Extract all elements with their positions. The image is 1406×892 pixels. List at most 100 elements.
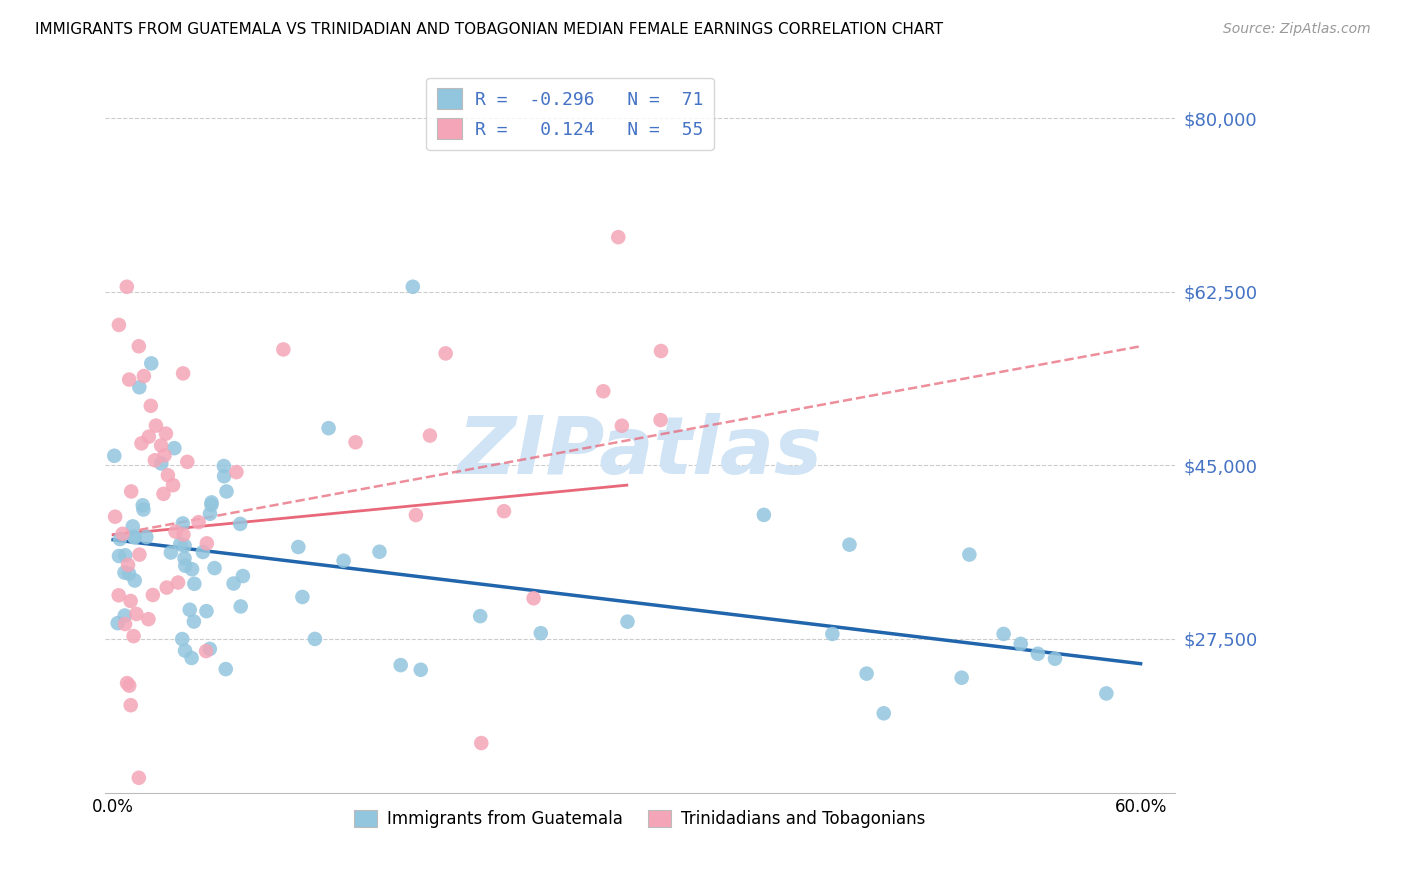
- Point: [108, 318, 131, 332]
- Point: [204, 561, 226, 575]
- Point: [215, 662, 238, 676]
- Point: [304, 632, 326, 646]
- Point: [344, 435, 367, 450]
- Point: [187, 515, 209, 529]
- Text: Source: ZipAtlas.com: Source: ZipAtlas.com: [1223, 22, 1371, 37]
- Point: [111, 526, 134, 541]
- Point: [160, 545, 183, 559]
- Text: IMMIGRANTS FROM GUATEMALA VS TRINIDADIAN AND TOBAGONIAN MEDIAN FEMALE EARNINGS C: IMMIGRANTS FROM GUATEMALA VS TRINIDADIAN…: [35, 22, 943, 37]
- Legend: Immigrants from Guatemala, Trinidadians and Tobagonians: Immigrants from Guatemala, Trinidadians …: [347, 804, 932, 835]
- Point: [122, 629, 145, 643]
- Point: [139, 399, 162, 413]
- Point: [195, 604, 218, 618]
- Point: [229, 516, 252, 531]
- Point: [1095, 686, 1118, 700]
- Point: [114, 566, 136, 580]
- Point: [993, 627, 1015, 641]
- Point: [530, 626, 553, 640]
- Point: [179, 603, 201, 617]
- Point: [156, 468, 179, 483]
- Point: [855, 666, 877, 681]
- Point: [332, 554, 354, 568]
- Point: [132, 498, 155, 512]
- Point: [120, 698, 142, 713]
- Point: [950, 671, 973, 685]
- Point: [419, 428, 441, 442]
- Point: [405, 508, 427, 522]
- Point: [124, 574, 146, 588]
- Point: [191, 545, 214, 559]
- Point: [145, 418, 167, 433]
- Point: [957, 548, 980, 562]
- Point: [821, 627, 844, 641]
- Point: [318, 421, 340, 435]
- Point: [183, 576, 205, 591]
- Point: [118, 373, 141, 387]
- Point: [225, 465, 247, 479]
- Point: [172, 367, 194, 381]
- Point: [212, 469, 235, 483]
- Point: [132, 369, 155, 384]
- Point: [172, 527, 194, 541]
- Point: [492, 504, 515, 518]
- Point: [155, 426, 177, 441]
- Point: [402, 279, 425, 293]
- Point: [873, 706, 896, 721]
- Point: [141, 356, 163, 370]
- Point: [138, 430, 160, 444]
- Point: [128, 380, 150, 394]
- Point: [176, 455, 198, 469]
- Point: [135, 530, 157, 544]
- Point: [368, 545, 391, 559]
- Point: [107, 588, 129, 602]
- Point: [470, 736, 492, 750]
- Point: [610, 418, 633, 433]
- Point: [1026, 647, 1049, 661]
- Point: [409, 663, 432, 677]
- Point: [169, 537, 191, 551]
- Point: [152, 487, 174, 501]
- Point: [115, 279, 138, 293]
- Point: [108, 532, 131, 546]
- Point: [752, 508, 775, 522]
- Point: [107, 616, 129, 631]
- Point: [104, 509, 127, 524]
- Point: [131, 436, 153, 450]
- Point: [124, 530, 146, 544]
- Point: [128, 548, 150, 562]
- Point: [212, 458, 235, 473]
- Point: [195, 644, 218, 658]
- Point: [232, 569, 254, 583]
- Point: [650, 344, 672, 359]
- Text: ZIPatlas: ZIPatlas: [457, 413, 823, 491]
- Point: [124, 530, 146, 544]
- Point: [167, 575, 190, 590]
- Point: [180, 651, 202, 665]
- Point: [198, 507, 221, 521]
- Point: [125, 607, 148, 621]
- Point: [389, 658, 412, 673]
- Point: [115, 676, 138, 690]
- Point: [215, 484, 238, 499]
- Point: [172, 516, 194, 531]
- Point: [162, 478, 184, 492]
- Point: [118, 566, 141, 581]
- Point: [183, 615, 205, 629]
- Point: [142, 588, 165, 602]
- Point: [132, 502, 155, 516]
- Point: [120, 484, 142, 499]
- Point: [153, 449, 176, 463]
- Point: [150, 438, 173, 452]
- Point: [143, 453, 166, 467]
- Point: [198, 641, 221, 656]
- Point: [434, 346, 457, 360]
- Point: [165, 524, 187, 539]
- Point: [108, 549, 131, 563]
- Point: [222, 576, 245, 591]
- Point: [838, 538, 860, 552]
- Point: [200, 498, 222, 512]
- Point: [287, 540, 309, 554]
- Point: [120, 594, 142, 608]
- Point: [128, 339, 150, 353]
- Point: [607, 230, 630, 244]
